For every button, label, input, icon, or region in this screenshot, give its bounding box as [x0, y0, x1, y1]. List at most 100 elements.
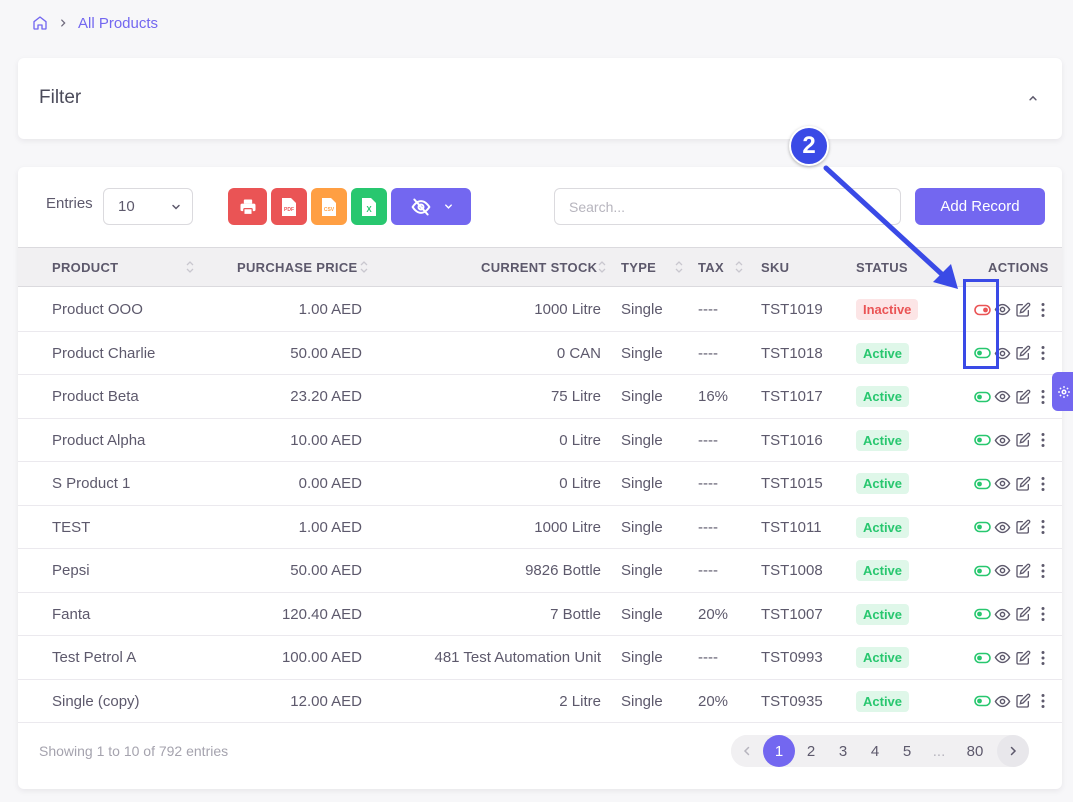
next-page-button[interactable] [997, 735, 1029, 767]
product-type: Single [621, 518, 663, 536]
breadcrumb-current[interactable]: All Products [78, 14, 159, 32]
page-button-2[interactable]: 2 [806, 742, 816, 760]
header-product[interactable]: PRODUCT [52, 259, 119, 275]
edit-icon[interactable] [1014, 562, 1031, 579]
view-eye-icon[interactable] [994, 606, 1011, 623]
page-button-80[interactable]: 80 [966, 742, 984, 760]
excel-button[interactable]: X [351, 188, 387, 225]
toggle-status-icon[interactable] [974, 649, 991, 666]
edit-icon[interactable] [1014, 388, 1031, 405]
toggle-status-icon[interactable] [974, 345, 991, 362]
header-type[interactable]: TYPE [621, 259, 657, 275]
header-sku[interactable]: SKU [761, 259, 790, 275]
view-eye-icon[interactable] [994, 693, 1011, 710]
header-status[interactable]: STATUS [856, 259, 908, 275]
sort-icon[interactable] [360, 260, 368, 274]
row-actions [974, 680, 1051, 723]
page-button-3[interactable]: 3 [838, 742, 848, 760]
edit-icon[interactable] [1014, 432, 1031, 449]
sku: TST1017 [761, 388, 823, 405]
view-eye-icon[interactable] [994, 432, 1011, 449]
view-eye-icon[interactable] [994, 301, 1011, 318]
print-icon [238, 197, 258, 217]
product-name: Test Petrol A [52, 649, 137, 666]
header-tax[interactable]: TAX [698, 259, 724, 275]
product-name: Product OOO [52, 301, 143, 318]
add-record-button[interactable]: Add Record [915, 188, 1045, 225]
sort-icon[interactable] [186, 260, 194, 274]
toggle-status-icon[interactable] [974, 693, 991, 710]
csv-button[interactable]: CSV [311, 188, 347, 225]
toggle-status-icon[interactable] [974, 301, 991, 318]
pdf-button[interactable]: PDF [271, 188, 307, 225]
purchase-price: 50.00 AED [290, 562, 362, 579]
edit-icon[interactable] [1014, 649, 1031, 666]
page-button-5[interactable]: 5 [902, 742, 912, 760]
annotation-step-marker: 2 [789, 126, 829, 166]
eye-off-icon [409, 197, 433, 217]
edit-icon[interactable] [1014, 345, 1031, 362]
header-purchase-price[interactable]: PURCHASE PRICE [237, 259, 358, 275]
chevron-up-icon[interactable] [1026, 91, 1040, 105]
row-actions [974, 462, 1051, 505]
print-button[interactable] [228, 188, 267, 225]
annotation-highlight-box [963, 279, 999, 369]
more-vertical-icon[interactable] [1034, 519, 1051, 536]
more-vertical-icon[interactable] [1034, 606, 1051, 623]
toggle-status-icon[interactable] [974, 519, 991, 536]
prev-page-button[interactable] [731, 735, 763, 767]
more-vertical-icon[interactable] [1034, 693, 1051, 710]
view-eye-icon[interactable] [994, 519, 1011, 536]
home-icon[interactable] [32, 15, 48, 31]
current-stock: 0 CAN [556, 344, 601, 362]
sku: TST1015 [761, 475, 823, 492]
purchase-price: 1.00 AED [298, 301, 362, 318]
more-vertical-icon[interactable] [1034, 432, 1051, 449]
more-vertical-icon[interactable] [1034, 345, 1051, 362]
sort-icon[interactable] [598, 260, 606, 274]
product-type: Single [621, 431, 663, 449]
more-vertical-icon[interactable] [1034, 649, 1051, 666]
chevron-left-icon [741, 745, 753, 757]
status-badge: Active [856, 560, 910, 581]
edit-icon[interactable] [1014, 693, 1031, 710]
view-eye-icon[interactable] [994, 562, 1011, 579]
toggle-status-icon[interactable] [974, 562, 991, 579]
view-eye-icon[interactable] [994, 388, 1011, 405]
edit-icon[interactable] [1014, 519, 1031, 536]
view-eye-icon[interactable] [994, 649, 1011, 666]
column-visibility-button[interactable] [391, 188, 471, 225]
sort-icon[interactable] [735, 260, 743, 274]
current-stock: 1000 Litre [534, 518, 601, 536]
more-vertical-icon[interactable] [1034, 301, 1051, 318]
product-name: TEST [52, 518, 91, 536]
theme-settings-button[interactable] [1052, 372, 1073, 411]
sort-icon[interactable] [675, 260, 683, 274]
search-input[interactable] [554, 188, 901, 225]
current-stock: 75 Litre [550, 388, 601, 405]
sku: TST0935 [761, 692, 823, 710]
page-button-1[interactable]: 1 [763, 735, 795, 767]
current-stock: 7 Bottle [550, 605, 601, 623]
view-eye-icon[interactable] [994, 345, 1011, 362]
toggle-status-icon[interactable] [974, 432, 991, 449]
header-current-stock[interactable]: CURRENT STOCK [481, 259, 598, 275]
sku: TST1007 [761, 605, 823, 623]
more-vertical-icon[interactable] [1034, 388, 1051, 405]
sku: TST0993 [761, 649, 823, 666]
entries-select[interactable]: 10 [103, 188, 193, 225]
row-actions [974, 419, 1051, 462]
toggle-status-icon[interactable] [974, 606, 991, 623]
excel-icon: X [361, 197, 377, 217]
product-type: Single [621, 605, 663, 623]
status-badge: Active [856, 429, 910, 451]
more-vertical-icon[interactable] [1034, 562, 1051, 579]
edit-icon[interactable] [1014, 301, 1031, 318]
edit-icon[interactable] [1014, 475, 1031, 492]
edit-icon[interactable] [1014, 606, 1031, 623]
toggle-status-icon[interactable] [974, 475, 991, 492]
view-eye-icon[interactable] [994, 475, 1011, 492]
more-vertical-icon[interactable] [1034, 475, 1051, 492]
page-button-4[interactable]: 4 [870, 742, 880, 760]
toggle-status-icon[interactable] [974, 388, 991, 405]
